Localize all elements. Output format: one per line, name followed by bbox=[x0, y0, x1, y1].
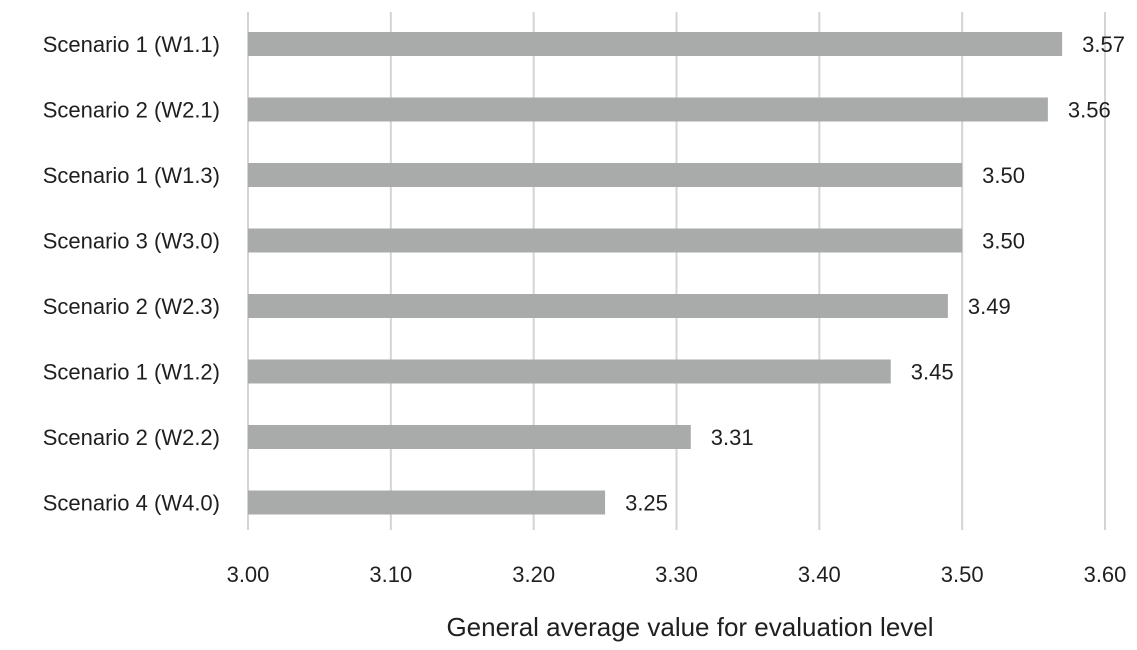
x-tick-label: 3.30 bbox=[655, 562, 698, 587]
bar bbox=[248, 32, 1063, 56]
x-axis-ticks: 3.00 3.10 3.20 3.30 3.40 3.50 3.60 bbox=[227, 562, 1127, 587]
x-tick-label: 3.50 bbox=[941, 562, 984, 587]
value-label: 3.57 bbox=[1082, 32, 1125, 57]
value-label: 3.56 bbox=[1068, 98, 1111, 123]
bar bbox=[248, 228, 963, 253]
value-label: 3.25 bbox=[625, 491, 668, 516]
grid-lines bbox=[247, 12, 1106, 530]
category-label: Scenario 2 (W2.2) bbox=[43, 425, 220, 450]
bar bbox=[248, 359, 891, 384]
value-label: 3.45 bbox=[911, 360, 954, 385]
x-axis-title: General average value for evaluation lev… bbox=[446, 612, 933, 642]
bar bbox=[248, 294, 948, 318]
x-tick-label: 3.00 bbox=[227, 562, 270, 587]
value-label: 3.50 bbox=[982, 163, 1025, 188]
x-tick-label: 3.20 bbox=[512, 562, 555, 587]
value-label: 3.50 bbox=[982, 229, 1025, 254]
bar bbox=[248, 97, 1048, 122]
category-label: Scenario 3 (W3.0) bbox=[43, 229, 220, 254]
bar bbox=[248, 163, 963, 187]
value-label: 3.49 bbox=[968, 294, 1011, 319]
bar bbox=[248, 490, 606, 515]
category-label: Scenario 1 (W1.3) bbox=[43, 163, 220, 188]
bars bbox=[248, 32, 1063, 515]
category-label: Scenario 4 (W4.0) bbox=[43, 491, 220, 516]
x-tick-label: 3.60 bbox=[1084, 562, 1127, 587]
x-tick-label: 3.40 bbox=[798, 562, 841, 587]
value-labels: 3.57 3.56 3.50 3.50 3.49 3.45 3.31 3.25 bbox=[625, 32, 1125, 516]
x-tick-label: 3.10 bbox=[369, 562, 412, 587]
category-label: Scenario 1 (W1.1) bbox=[43, 32, 220, 57]
category-label: Scenario 1 (W1.2) bbox=[43, 360, 220, 385]
category-label: Scenario 2 (W2.3) bbox=[43, 294, 220, 319]
category-labels: Scenario 1 (W1.1) Scenario 2 (W2.1) Scenar… bbox=[43, 32, 220, 516]
category-label: Scenario 2 (W2.1) bbox=[43, 98, 220, 123]
bar bbox=[248, 425, 691, 449]
value-label: 3.31 bbox=[711, 425, 754, 450]
